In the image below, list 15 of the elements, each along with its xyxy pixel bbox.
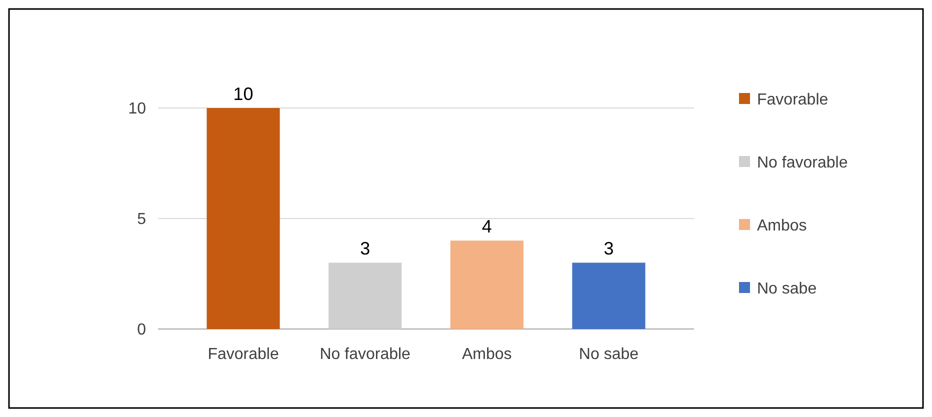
y-tick-label: 10	[128, 100, 146, 118]
legend-label: Ambos	[757, 218, 807, 235]
x-tick-label: Favorable	[208, 346, 279, 363]
data-label: 3	[604, 238, 614, 259]
legend-label: No sabe	[757, 280, 817, 298]
y-tick-label: 5	[137, 211, 146, 228]
data-label: 4	[482, 216, 492, 237]
x-tick-label: No favorable	[320, 346, 411, 363]
x-tick-label: No sabe	[578, 346, 639, 363]
legend-label: No favorable	[757, 154, 848, 172]
data-label: 10	[233, 84, 254, 104]
y-tick-label: 0	[137, 322, 146, 339]
legend-label: Favorable	[757, 92, 828, 109]
x-tick-label: Ambos	[462, 346, 512, 363]
data-label: 3	[360, 238, 370, 259]
